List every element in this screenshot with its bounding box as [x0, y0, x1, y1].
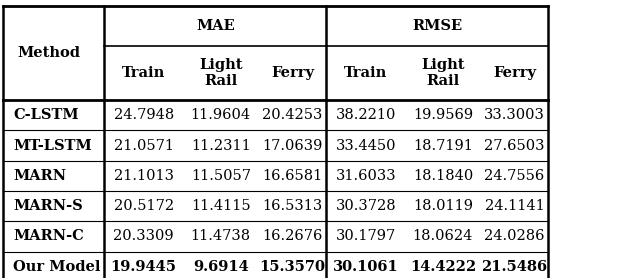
- Text: Method: Method: [17, 46, 80, 60]
- Text: 11.5057: 11.5057: [191, 169, 251, 183]
- Text: 31.6033: 31.6033: [335, 169, 396, 183]
- Text: 24.1141: 24.1141: [484, 199, 545, 213]
- Text: Ferry: Ferry: [271, 66, 314, 80]
- Text: 18.7191: 18.7191: [413, 138, 473, 153]
- Text: C-LSTM: C-LSTM: [13, 108, 79, 122]
- Text: 21.1013: 21.1013: [114, 169, 173, 183]
- Text: MAE: MAE: [196, 19, 235, 33]
- Text: 20.5172: 20.5172: [114, 199, 173, 213]
- Text: 17.0639: 17.0639: [262, 138, 323, 153]
- Text: 18.1840: 18.1840: [413, 169, 473, 183]
- Text: 18.0624: 18.0624: [413, 229, 473, 244]
- Text: 9.6914: 9.6914: [193, 260, 249, 274]
- Text: 30.1797: 30.1797: [335, 229, 396, 244]
- Text: MARN-C: MARN-C: [13, 229, 84, 244]
- Text: 15.3570: 15.3570: [259, 260, 326, 274]
- Text: 30.1061: 30.1061: [333, 260, 399, 274]
- Text: Train: Train: [344, 66, 387, 80]
- Text: 24.7556: 24.7556: [484, 169, 545, 183]
- Text: 30.3728: 30.3728: [335, 199, 396, 213]
- Text: Ferry: Ferry: [493, 66, 536, 80]
- Text: Light
Rail: Light Rail: [199, 58, 243, 88]
- Text: 20.4253: 20.4253: [262, 108, 323, 122]
- Text: 24.0286: 24.0286: [484, 229, 545, 244]
- Text: RMSE: RMSE: [412, 19, 463, 33]
- Text: 27.6503: 27.6503: [484, 138, 545, 153]
- Text: 16.6581: 16.6581: [262, 169, 323, 183]
- Text: 33.3003: 33.3003: [484, 108, 545, 122]
- Text: 11.9604: 11.9604: [191, 108, 251, 122]
- Text: 38.2210: 38.2210: [335, 108, 396, 122]
- Text: 33.4450: 33.4450: [335, 138, 396, 153]
- Text: 11.4115: 11.4115: [191, 199, 251, 213]
- Text: MARN: MARN: [13, 169, 67, 183]
- Text: 21.5486: 21.5486: [481, 260, 548, 274]
- Text: MT-LSTM: MT-LSTM: [13, 138, 92, 153]
- Text: 11.4738: 11.4738: [191, 229, 251, 244]
- Text: Light
Rail: Light Rail: [421, 58, 465, 88]
- Text: 11.2311: 11.2311: [191, 138, 251, 153]
- Text: 14.4222: 14.4222: [410, 260, 476, 274]
- Text: 24.7948: 24.7948: [113, 108, 174, 122]
- Text: MARN-S: MARN-S: [13, 199, 83, 213]
- Text: 16.5313: 16.5313: [262, 199, 323, 213]
- Text: 20.3309: 20.3309: [113, 229, 174, 244]
- Text: 16.2676: 16.2676: [262, 229, 323, 244]
- Text: 19.9445: 19.9445: [111, 260, 177, 274]
- Text: 19.9569: 19.9569: [413, 108, 473, 122]
- Text: Our Model: Our Model: [13, 260, 101, 274]
- Text: 18.0119: 18.0119: [413, 199, 473, 213]
- Text: 21.0571: 21.0571: [114, 138, 173, 153]
- Text: Train: Train: [122, 66, 165, 80]
